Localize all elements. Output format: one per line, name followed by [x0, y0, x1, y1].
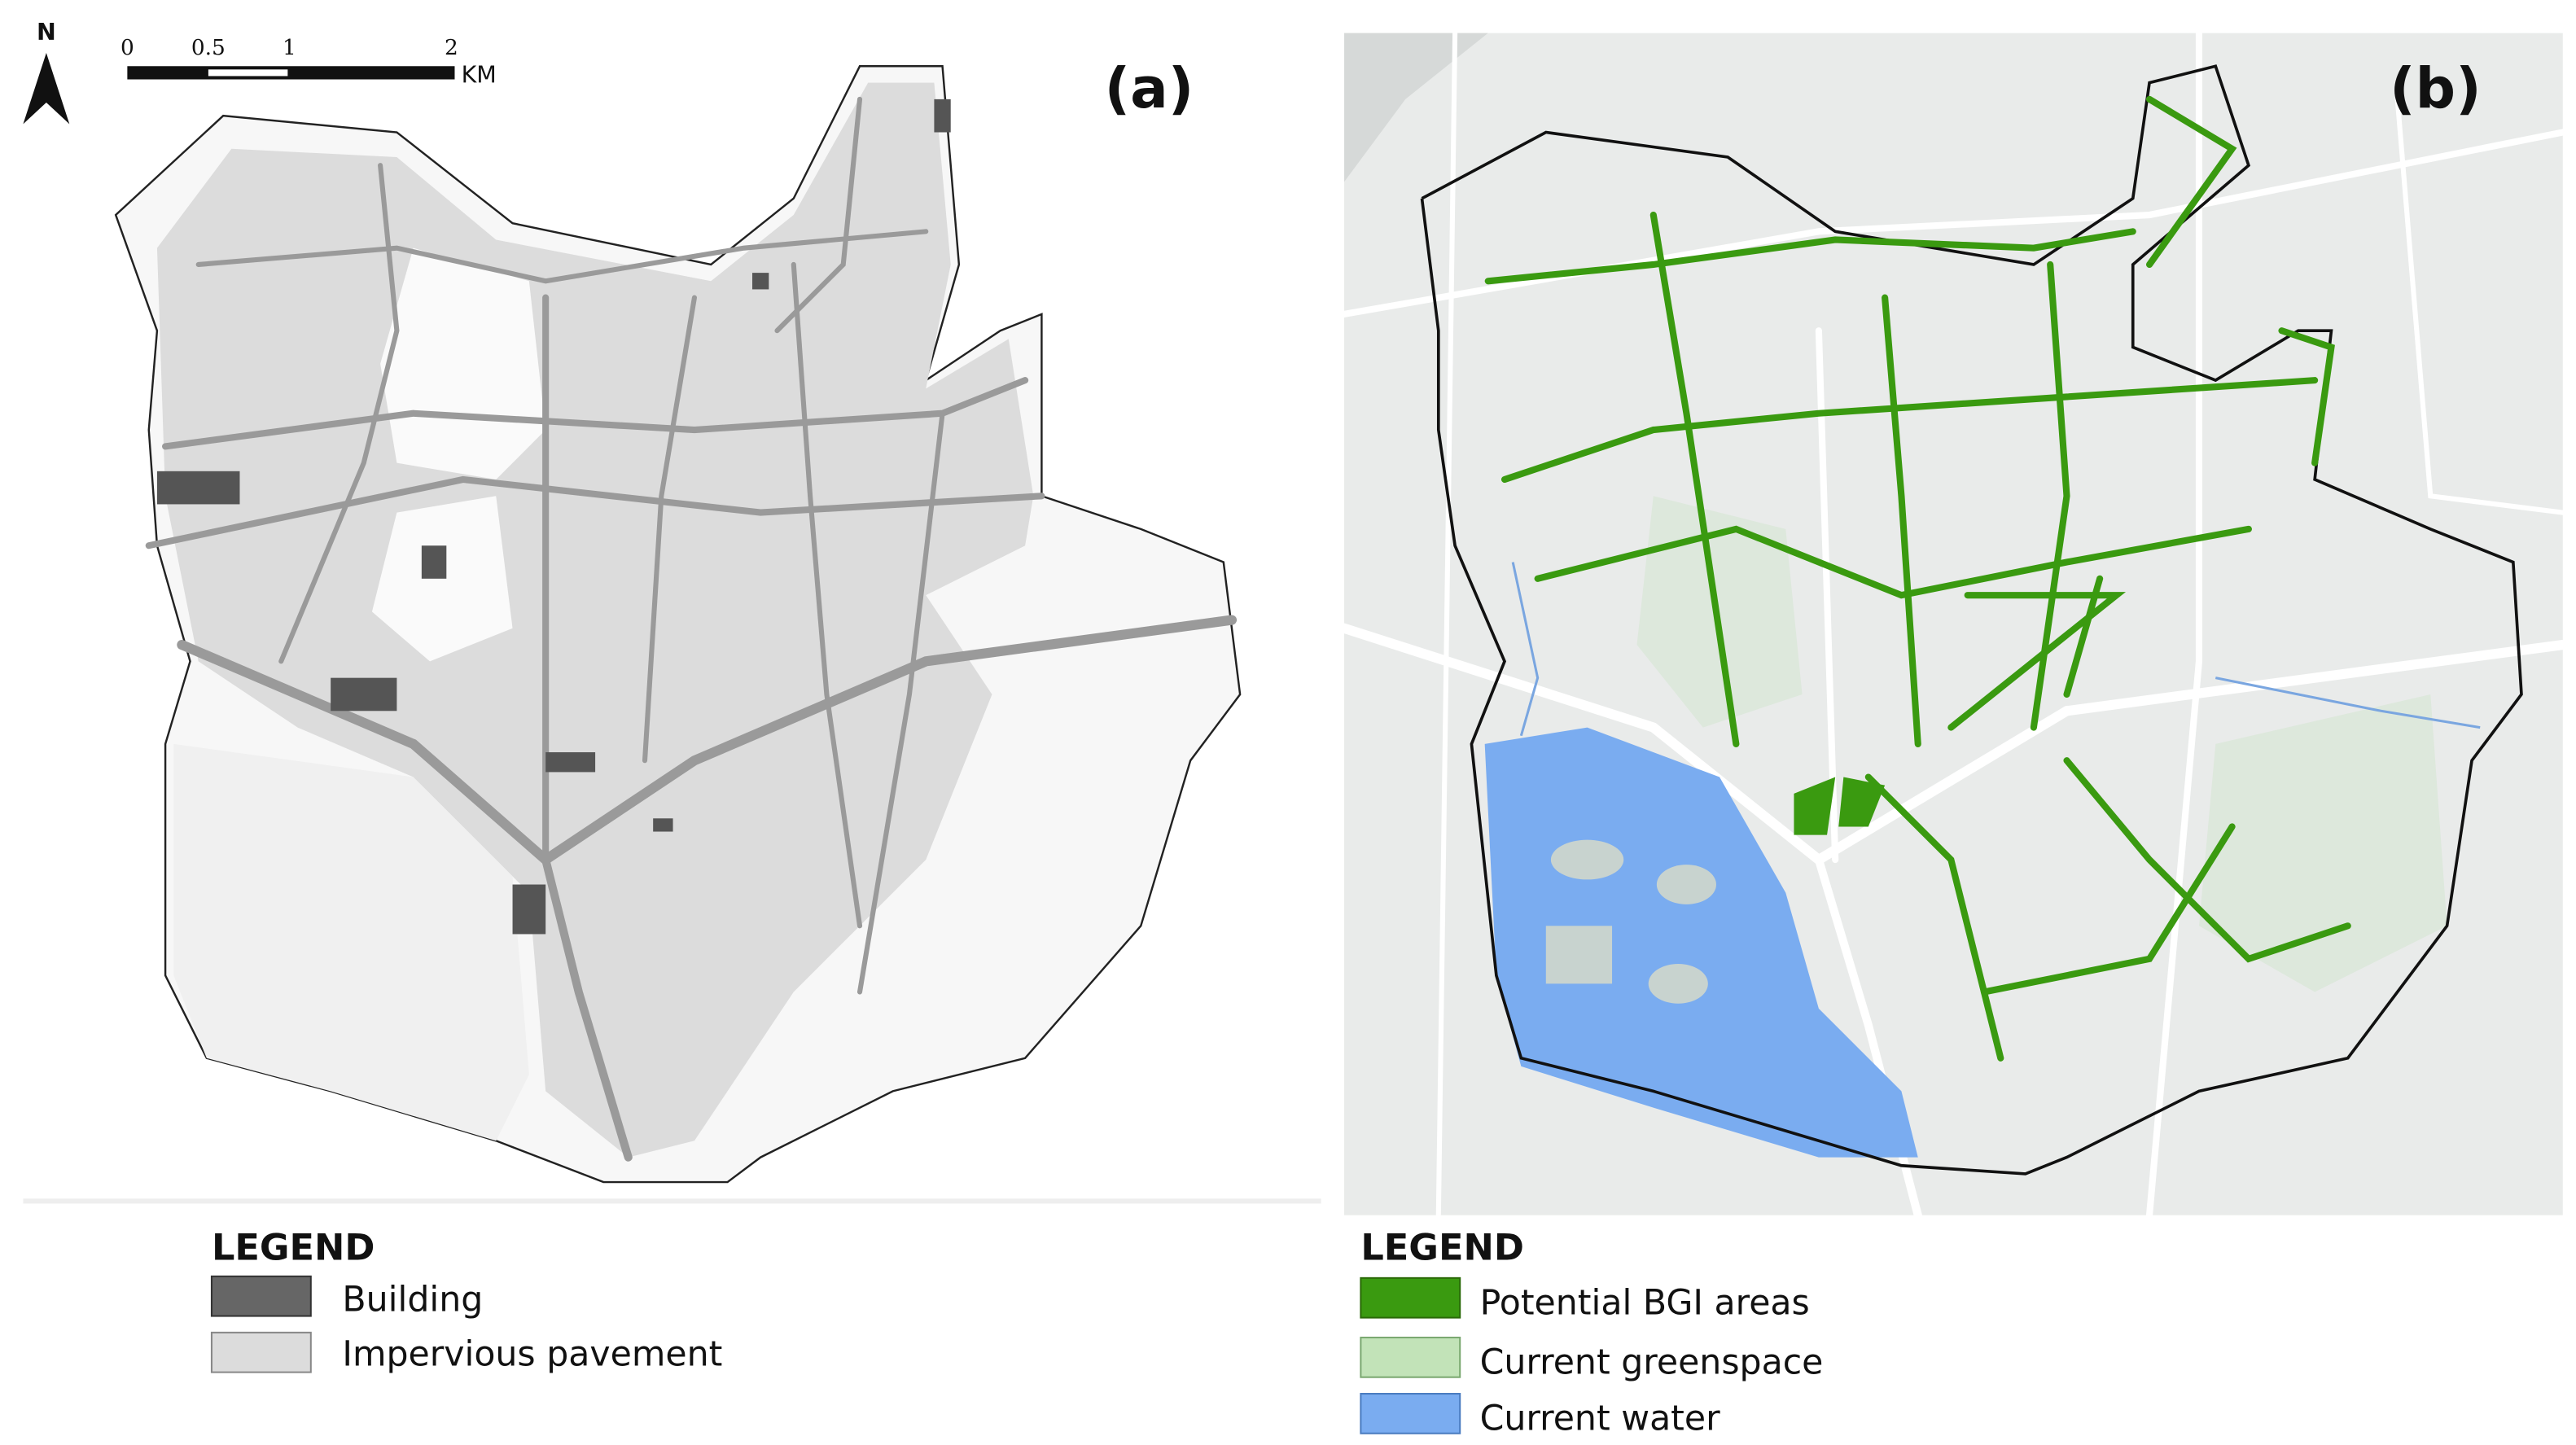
urban-fabric	[156, 82, 1034, 1158]
stream	[1511, 562, 1540, 737]
panel-label: (a)	[1105, 56, 1194, 121]
legend-item: Impervious pavement	[342, 1333, 722, 1374]
legend-item: Potential BGI areas	[1480, 1283, 1810, 1324]
scale-tick: 1	[283, 35, 296, 60]
legend-swatch	[1360, 1336, 1461, 1378]
legend-b: LEGEND Potential BGI areas Current green…	[1360, 1227, 1823, 1439]
park	[380, 247, 546, 479]
divider	[23, 1198, 1321, 1204]
south-area	[173, 743, 529, 1141]
scale-tick: 0	[120, 35, 134, 60]
panel-b	[1338, 29, 2568, 1219]
panel-label: (b)	[2390, 56, 2482, 121]
legend-swatch	[210, 1331, 312, 1373]
legend-swatch	[1360, 1392, 1461, 1434]
buildings	[156, 99, 951, 935]
legend-item: Building	[342, 1279, 483, 1320]
boundary	[1420, 64, 2523, 1176]
panel-a	[23, 65, 1321, 1204]
lake	[1484, 727, 1918, 1158]
north-arrow: N	[23, 19, 70, 125]
greenspace	[2198, 694, 2447, 992]
bar	[127, 66, 455, 80]
bar-gap	[208, 69, 288, 77]
river	[1344, 33, 1488, 182]
legend-swatch	[1360, 1276, 1461, 1319]
legend-item: Current greenspace	[1480, 1342, 1824, 1383]
north-label: N	[37, 19, 56, 46]
scale-tick: 2	[445, 35, 458, 60]
legend-a: LEGEND Building Impervious pavement	[210, 1227, 722, 1374]
legend-swatch	[210, 1275, 312, 1317]
scale-tick: 0.5	[191, 35, 226, 60]
islands	[1545, 839, 1716, 1004]
scale-bar: 0 0.5 1 2 KM	[120, 35, 497, 89]
stream	[2215, 677, 2481, 729]
legend-title: LEGEND	[1360, 1227, 1524, 1269]
scale-unit: KM	[462, 62, 497, 89]
arrow	[23, 53, 70, 125]
bgi-areas	[1484, 95, 2351, 1062]
legend-item: Current water	[1480, 1399, 1721, 1439]
legend-title: LEGEND	[212, 1227, 375, 1269]
